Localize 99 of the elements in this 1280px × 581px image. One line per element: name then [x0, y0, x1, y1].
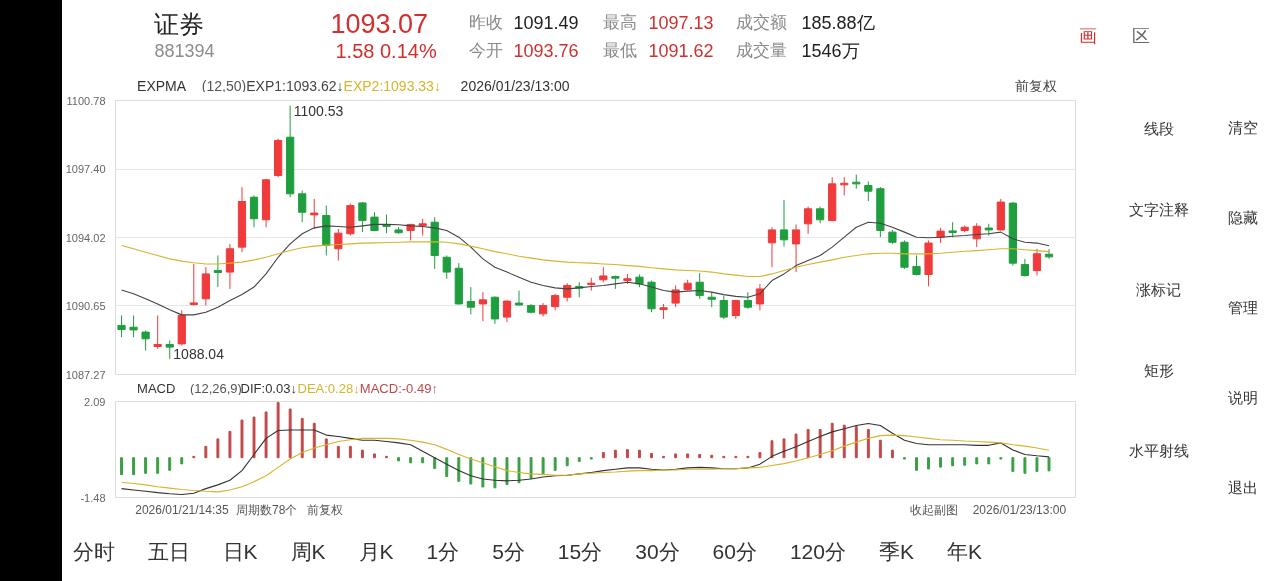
candlestick — [1032, 248, 1042, 277]
candlestick — [442, 254, 451, 280]
candlestick — [514, 290, 524, 307]
candlestick — [490, 295, 500, 325]
legend-title: EXPMA — [137, 77, 187, 94]
y-tick-label: 1087.27 — [65, 368, 106, 381]
candlestick — [912, 254, 921, 277]
candlestick — [502, 299, 512, 323]
annotation: 1100.53 — [293, 102, 344, 119]
candlestick — [719, 295, 728, 320]
candlestick — [141, 329, 150, 352]
text: 涨标记 — [1136, 281, 1181, 298]
text: 1093.07 — [330, 9, 429, 39]
candlestick — [1044, 248, 1054, 260]
text: 周K — [290, 540, 326, 563]
text: 881394 — [154, 41, 215, 61]
text: 月K — [358, 540, 394, 563]
candlestick — [213, 254, 222, 288]
text: MACD:-0.49↑ — [359, 381, 438, 396]
candlestick — [129, 314, 138, 338]
text: 线段 — [1143, 120, 1174, 137]
text: 5分 — [492, 540, 525, 563]
candlestick — [165, 339, 174, 360]
text: 文字注释 — [1128, 200, 1189, 218]
candlestick — [755, 283, 765, 311]
text: 1分 — [426, 540, 460, 563]
text: 前复权 — [1014, 77, 1057, 94]
text: EXP1:1093.62↓ — [246, 77, 344, 94]
candlestick — [249, 194, 259, 228]
text: 证券 — [153, 9, 204, 38]
text: 185.88亿 — [801, 12, 875, 33]
text: 收起副图 — [909, 503, 958, 517]
annotation: 1088.04 — [173, 345, 225, 362]
candlestick — [466, 286, 475, 315]
candlestick — [225, 243, 235, 290]
text: 120分 — [789, 540, 846, 563]
text: 水平射线 — [1128, 442, 1189, 459]
text: 季K — [878, 540, 914, 563]
text: 30分 — [635, 540, 680, 563]
candlestick — [767, 226, 777, 268]
text: 2026/01/21/14:35 — [135, 503, 229, 517]
text: 隐藏 — [1227, 209, 1258, 226]
text: 退出 — [1227, 479, 1258, 496]
text: 最高 — [602, 13, 637, 32]
text: 1091.62 — [648, 41, 714, 61]
candlestick — [695, 272, 704, 300]
text: 五日 — [147, 540, 190, 563]
text: 分时 — [72, 540, 115, 563]
candlestick — [310, 198, 319, 230]
text: 矩形 — [1143, 361, 1174, 379]
text: (12,26,9) — [189, 381, 242, 396]
y-tick-label: 1097.40 — [65, 163, 106, 176]
candlestick — [803, 206, 813, 235]
y-tick-label: 1094.02 — [65, 231, 106, 244]
candlestick — [334, 228, 343, 262]
text: 1546万 — [801, 40, 860, 61]
text: 管理 — [1227, 299, 1258, 316]
text: 1097.13 — [648, 13, 714, 33]
candlestick — [117, 314, 126, 338]
text: 日K — [222, 540, 258, 563]
text: 最低 — [602, 41, 637, 60]
text: 今开 — [468, 41, 503, 60]
candlestick — [972, 222, 981, 248]
text: 60分 — [712, 540, 757, 563]
candlestick — [358, 201, 367, 233]
text: 1.58 0.14% — [335, 39, 437, 62]
text: 清空 — [1227, 119, 1258, 136]
y-tick-label: 2.09 — [84, 395, 106, 408]
y-tick-label: -1.48 — [80, 491, 106, 504]
candlestick — [840, 176, 849, 196]
candlestick — [478, 291, 487, 322]
text: 年K — [946, 540, 982, 563]
text: 2026/01/23/13:00 — [972, 503, 1067, 517]
text: 周期数78个 — [236, 503, 298, 517]
line-series — [120, 434, 1050, 493]
text: DEA:0.28↓ — [297, 381, 360, 396]
text: 说明 — [1227, 389, 1258, 406]
text: 2026/01/23/13:00 — [460, 77, 570, 94]
y-tick-label: 1090.65 — [65, 299, 106, 312]
text: 1093.76 — [513, 41, 579, 61]
candlestick — [791, 223, 801, 273]
candlestick — [864, 180, 873, 202]
text: 画 — [1078, 25, 1097, 46]
text: 成交额 — [735, 13, 787, 32]
text: 前复权 — [306, 503, 343, 517]
line-series — [120, 423, 1050, 496]
text: EXP2:1093.33↓ — [343, 77, 441, 94]
y-tick-label: 1100.78 — [66, 94, 106, 107]
legend-title: MACD — [137, 381, 176, 396]
candlestick — [298, 190, 307, 223]
text: 1091.49 — [513, 13, 579, 33]
candlestick — [779, 199, 789, 248]
candlestick — [189, 263, 198, 307]
text: 区 — [1131, 25, 1150, 46]
text: 成交量 — [735, 41, 787, 60]
text: DIF:0.03↓ — [240, 381, 297, 396]
text: 昨收 — [468, 13, 503, 32]
text: 15分 — [557, 540, 603, 563]
candlestick — [153, 314, 162, 350]
